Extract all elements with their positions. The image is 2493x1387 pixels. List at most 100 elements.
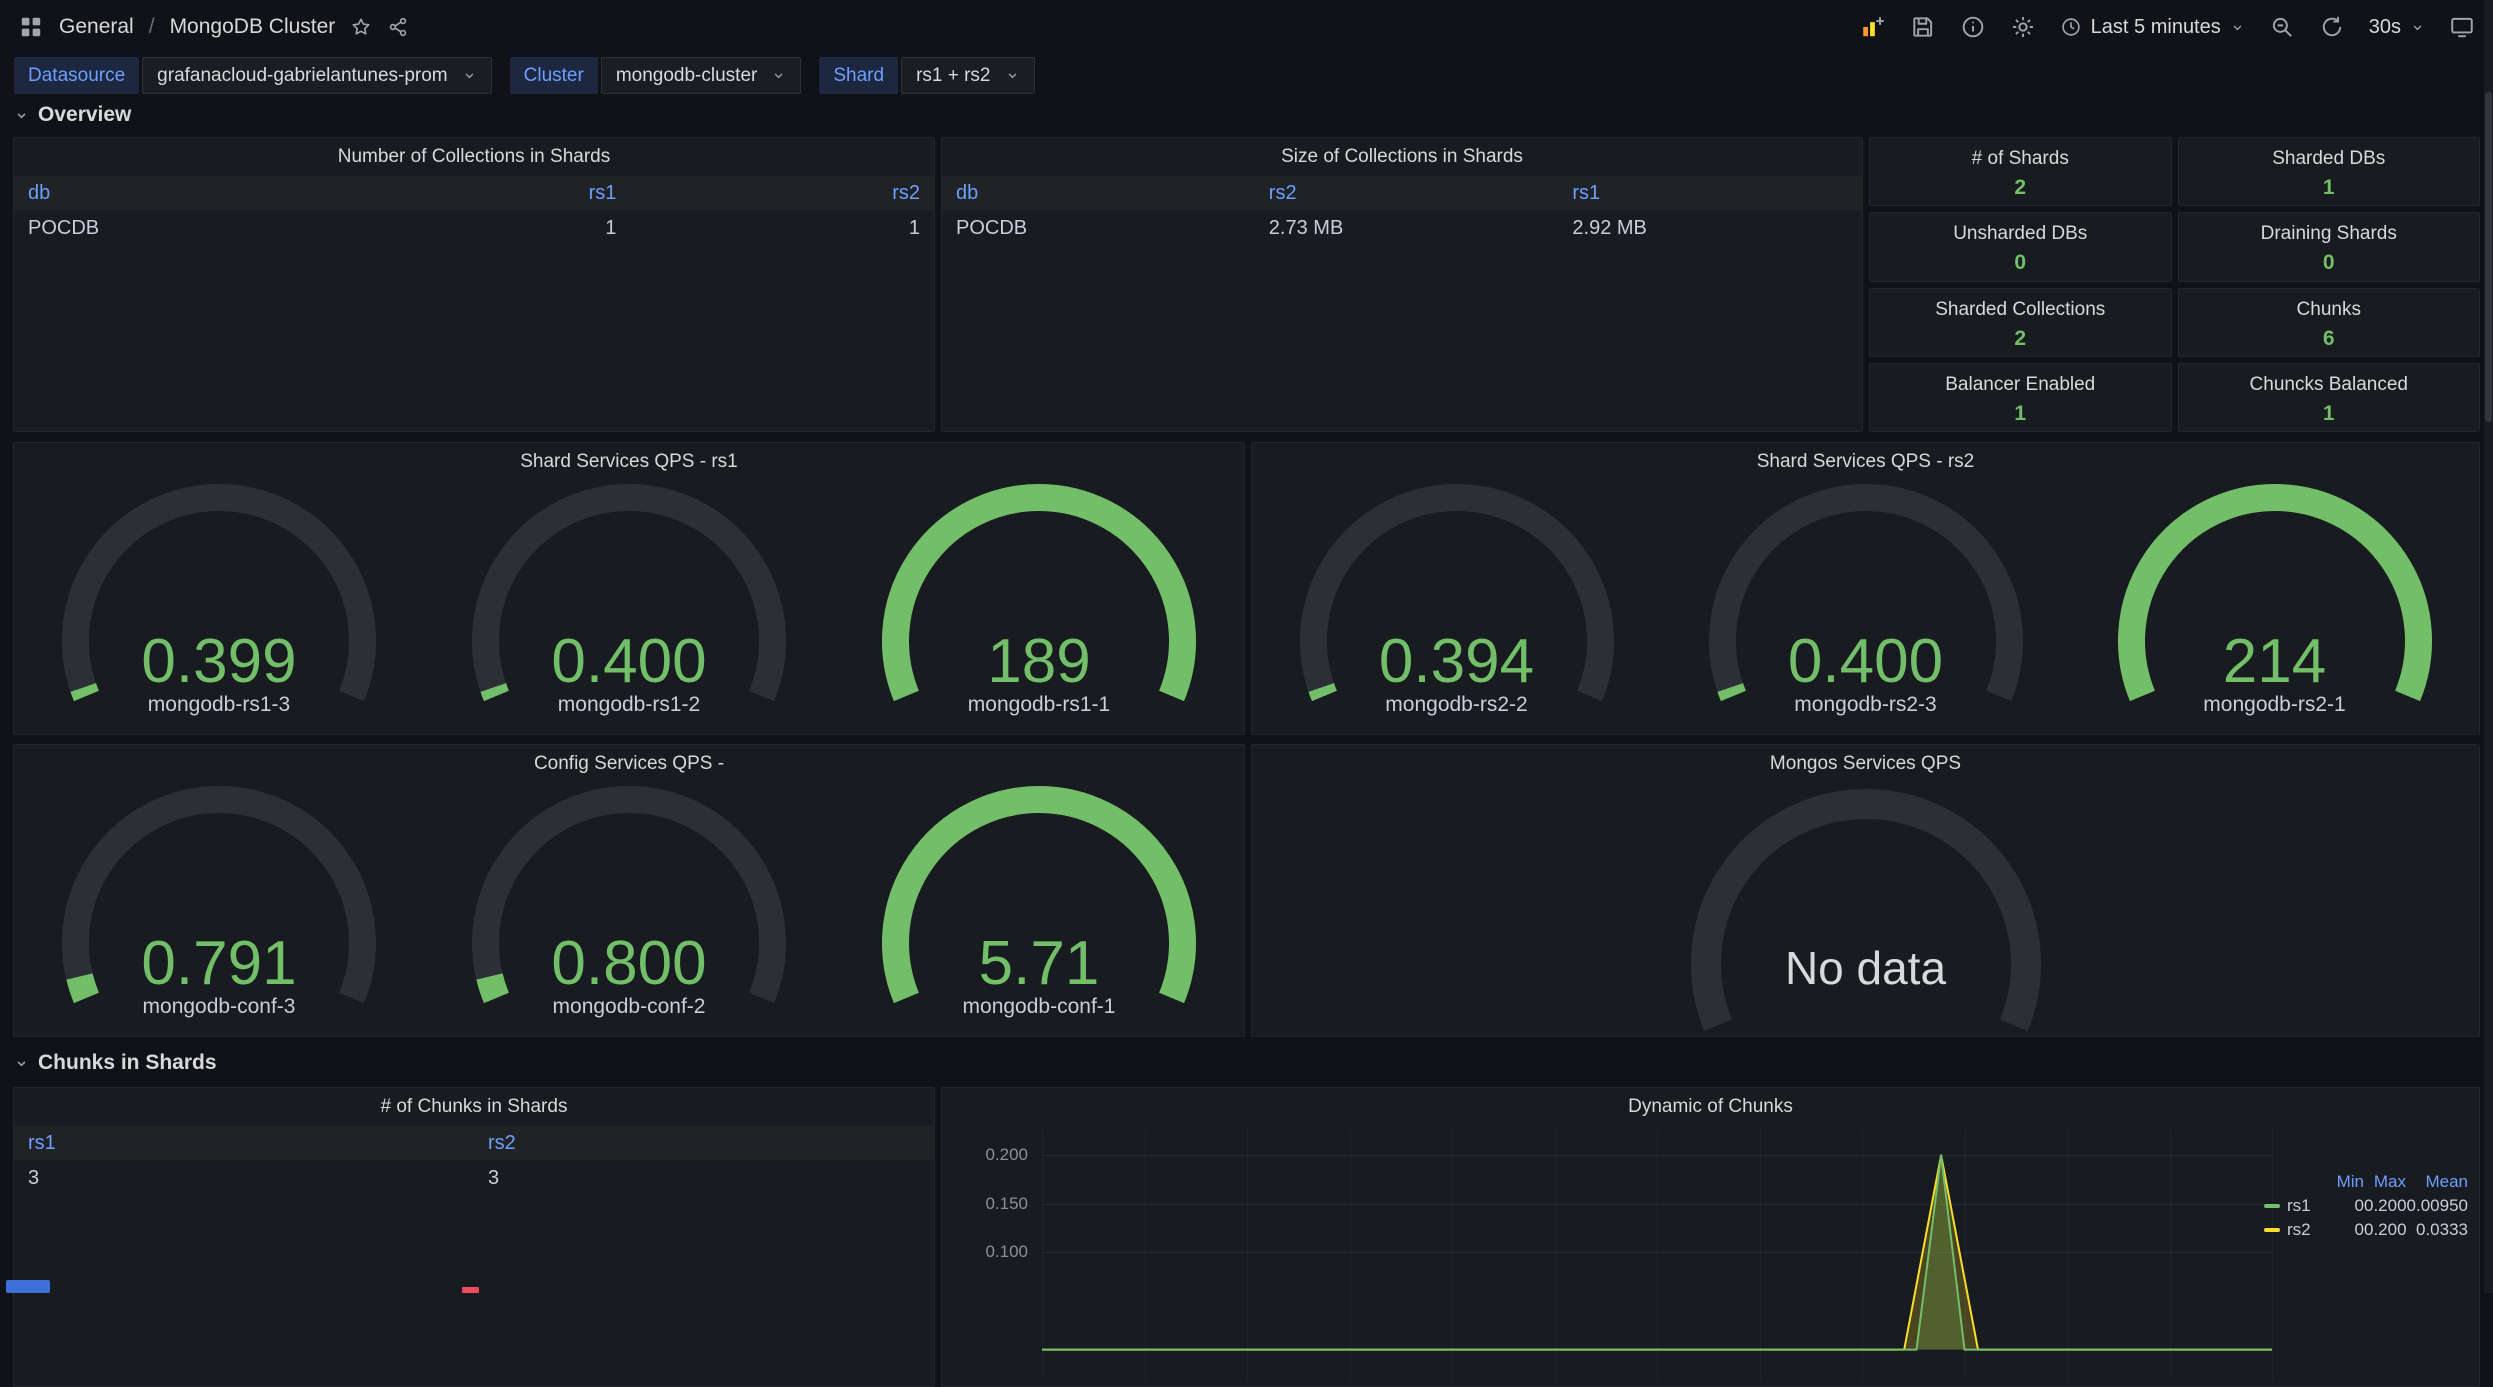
chevron-down-icon [14,1056,29,1071]
column-header-rs1[interactable]: rs1 [1558,176,1862,210]
dashboard-settings-icon[interactable] [2010,14,2036,40]
cluster-select[interactable]: mongodb-cluster [600,57,802,94]
legend-col-mean[interactable]: Mean [2425,1172,2468,1191]
chevron-down-icon [462,68,477,83]
column-header-rs2[interactable]: rs2 [630,176,934,210]
gauge-mongodb-conf-1: 5.71 mongodb-conf-1 [834,783,1244,1036]
gauge-arc [1708,484,2023,702]
column-header-rs2[interactable]: rs2 [1255,176,1559,210]
dashboards-grid-icon[interactable] [18,14,44,40]
column-header-rs2[interactable]: rs2 [474,1126,934,1160]
panel-title[interactable]: Shard Services QPS - rs2 [1756,451,1975,472]
breadcrumb-separator: / [148,15,155,38]
cell-rs2-chunks: 3 [488,1166,500,1189]
gauge-arc [1299,484,1614,702]
datasource-select[interactable]: grafanacloud-gabrielantunes-prom [142,57,492,94]
h-gridline [1042,1155,2272,1157]
v-gridline [1657,1130,1658,1380]
legend-row-rs1: rs1 0 0.200 0.00950 [2264,1194,2468,1218]
stat-value: 2 [2014,176,2027,199]
series-line-rs1 [1042,1154,2272,1351]
panel-title[interactable]: # of Chunks in Shards [380,1096,568,1117]
refresh-interval-picker[interactable]: 30s [2369,16,2425,39]
dashboard-insights-icon[interactable] [1960,14,1986,40]
stat-num-shards: # of Shards 2 [1869,137,2172,207]
column-header-rs1[interactable]: rs1 [327,176,631,210]
series-line-rs2 [1042,1154,2272,1351]
legend-col-min[interactable]: Min [2336,1172,2364,1191]
column-header-db[interactable]: db [942,176,1255,210]
legend-col-max[interactable]: Max [2373,1172,2406,1191]
legend-min: 0 [2354,1196,2364,1215]
gauge-row: 0.394 mongodb-rs2-2 0.400 mongodb-rs2-3 … [1252,481,2479,734]
cell-rs1: 1 [605,216,617,239]
panel-title[interactable]: Mongos Services QPS [1769,753,1962,774]
stat-value: 0 [2322,251,2335,275]
kiosk-mode-icon[interactable] [2449,14,2475,40]
stat-value: 6 [2322,326,2335,350]
shard-select[interactable]: rs1 + rs2 [901,57,1035,94]
v-gridline [1042,1130,1043,1380]
gauge-arc [882,786,1196,1004]
series-area-rs1 [1042,1155,2272,1350]
section-overview[interactable]: Overview [14,101,131,129]
top-navbar: General / MongoDB Cluster Last 5 minutes [0,0,2493,54]
column-header-rs1[interactable]: rs1 [14,1126,474,1160]
breadcrumb: General / MongoDB Cluster [18,14,409,40]
panel-title[interactable]: Dynamic of Chunks [1628,1096,1793,1117]
panel-config-qps: Config Services QPS - 0.791 mongodb-conf… [13,744,1245,1037]
variable-shard: Shard rs1 + rs2 [819,57,1035,94]
cell-rs2: 1 [908,216,920,239]
zoom-out-icon[interactable] [2269,14,2295,40]
cell-rs2-size: 2.73 MB [1268,216,1344,239]
h-gridline [1042,1203,2272,1205]
stat-panels-grid: # of Shards 2 Sharded DBs 1 Unsharded DBs 0… [1869,137,2480,432]
clock-icon [2060,16,2082,38]
add-panel-icon[interactable] [1860,14,1886,40]
cell-rs1-chunks: 3 [28,1166,40,1189]
cell-rs1-size: 2.92 MB [1572,216,1647,239]
panel-title[interactable]: Size of Collections in Shards [1281,146,1523,167]
gauge-arc [472,786,786,1004]
column-header-db[interactable]: db [14,176,327,210]
gauge-label: mongodb-rs1-2 [557,693,701,716]
legend-series-rs2[interactable]: rs2 [2264,1220,2322,1240]
gauge-mongodb-rs2-3: 0.400 mongodb-rs2-3 [1661,481,2070,734]
gauge-mongodb-rs1-1: 189 mongodb-rs1-1 [834,481,1244,734]
variable-cluster: Cluster mongodb-cluster [509,57,802,94]
legend-mean: 0.0333 [2416,1220,2468,1239]
dashboard-variables: Datasource grafanacloud-gabrielantunes-p… [14,57,1035,94]
legend-series-rs1[interactable]: rs1 [2264,1196,2322,1216]
share-icon[interactable] [387,16,409,38]
panel-shard-qps-rs2: Shard Services QPS - rs2 0.394 mongodb-r… [1251,442,2480,735]
scrollbar-thumb[interactable] [2485,92,2492,422]
gauge-arc [2117,484,2432,702]
v-gridline [1452,1130,1453,1380]
v-gridline [2169,1130,2171,1380]
panel-title[interactable]: Number of Collections in Shards [337,146,611,167]
time-series-plot[interactable] [1042,1130,2272,1380]
collections-size-table: db rs2 rs1 POCDB 2.73 MB 2.92 MB [942,176,1862,246]
v-gridline [1554,1130,1556,1380]
save-dashboard-icon[interactable] [1910,14,1936,40]
gauge-value: 5.71 [978,929,1100,998]
gauge-arc [882,484,1196,702]
variable-label: Datasource [14,57,140,94]
section-chunks-in-shards[interactable]: Chunks in Shards [14,1049,217,1077]
chart-plot-area[interactable]: Min Max Mean rs1 0 0.200 0.00950 rs2 0 [942,1126,2479,1386]
gauge-label: mongodb-conf-2 [552,995,706,1018]
refresh-icon[interactable] [2319,14,2345,40]
time-range-picker[interactable]: Last 5 minutes [2060,16,2245,39]
legend-row-rs2: rs2 0 0.200 0.0333 [2264,1218,2468,1242]
chevron-down-icon [771,68,786,83]
panel-title[interactable]: Shard Services QPS - rs1 [520,451,738,472]
star-icon[interactable] [350,16,372,38]
panel-title[interactable]: Config Services QPS - [533,753,725,774]
breadcrumb-dashboard[interactable]: MongoDB Cluster [169,15,336,38]
stat-value: 1 [2322,401,2335,425]
h-gridline [1042,1252,2272,1254]
stat-value: 1 [2014,401,2027,425]
panel-dynamic-of-chunks: Dynamic of Chunks Min Max Mean rs1 0 0.2… [941,1087,2480,1387]
breadcrumb-folder[interactable]: General [59,15,134,38]
gauge-value: 0.394 [1378,627,1535,696]
